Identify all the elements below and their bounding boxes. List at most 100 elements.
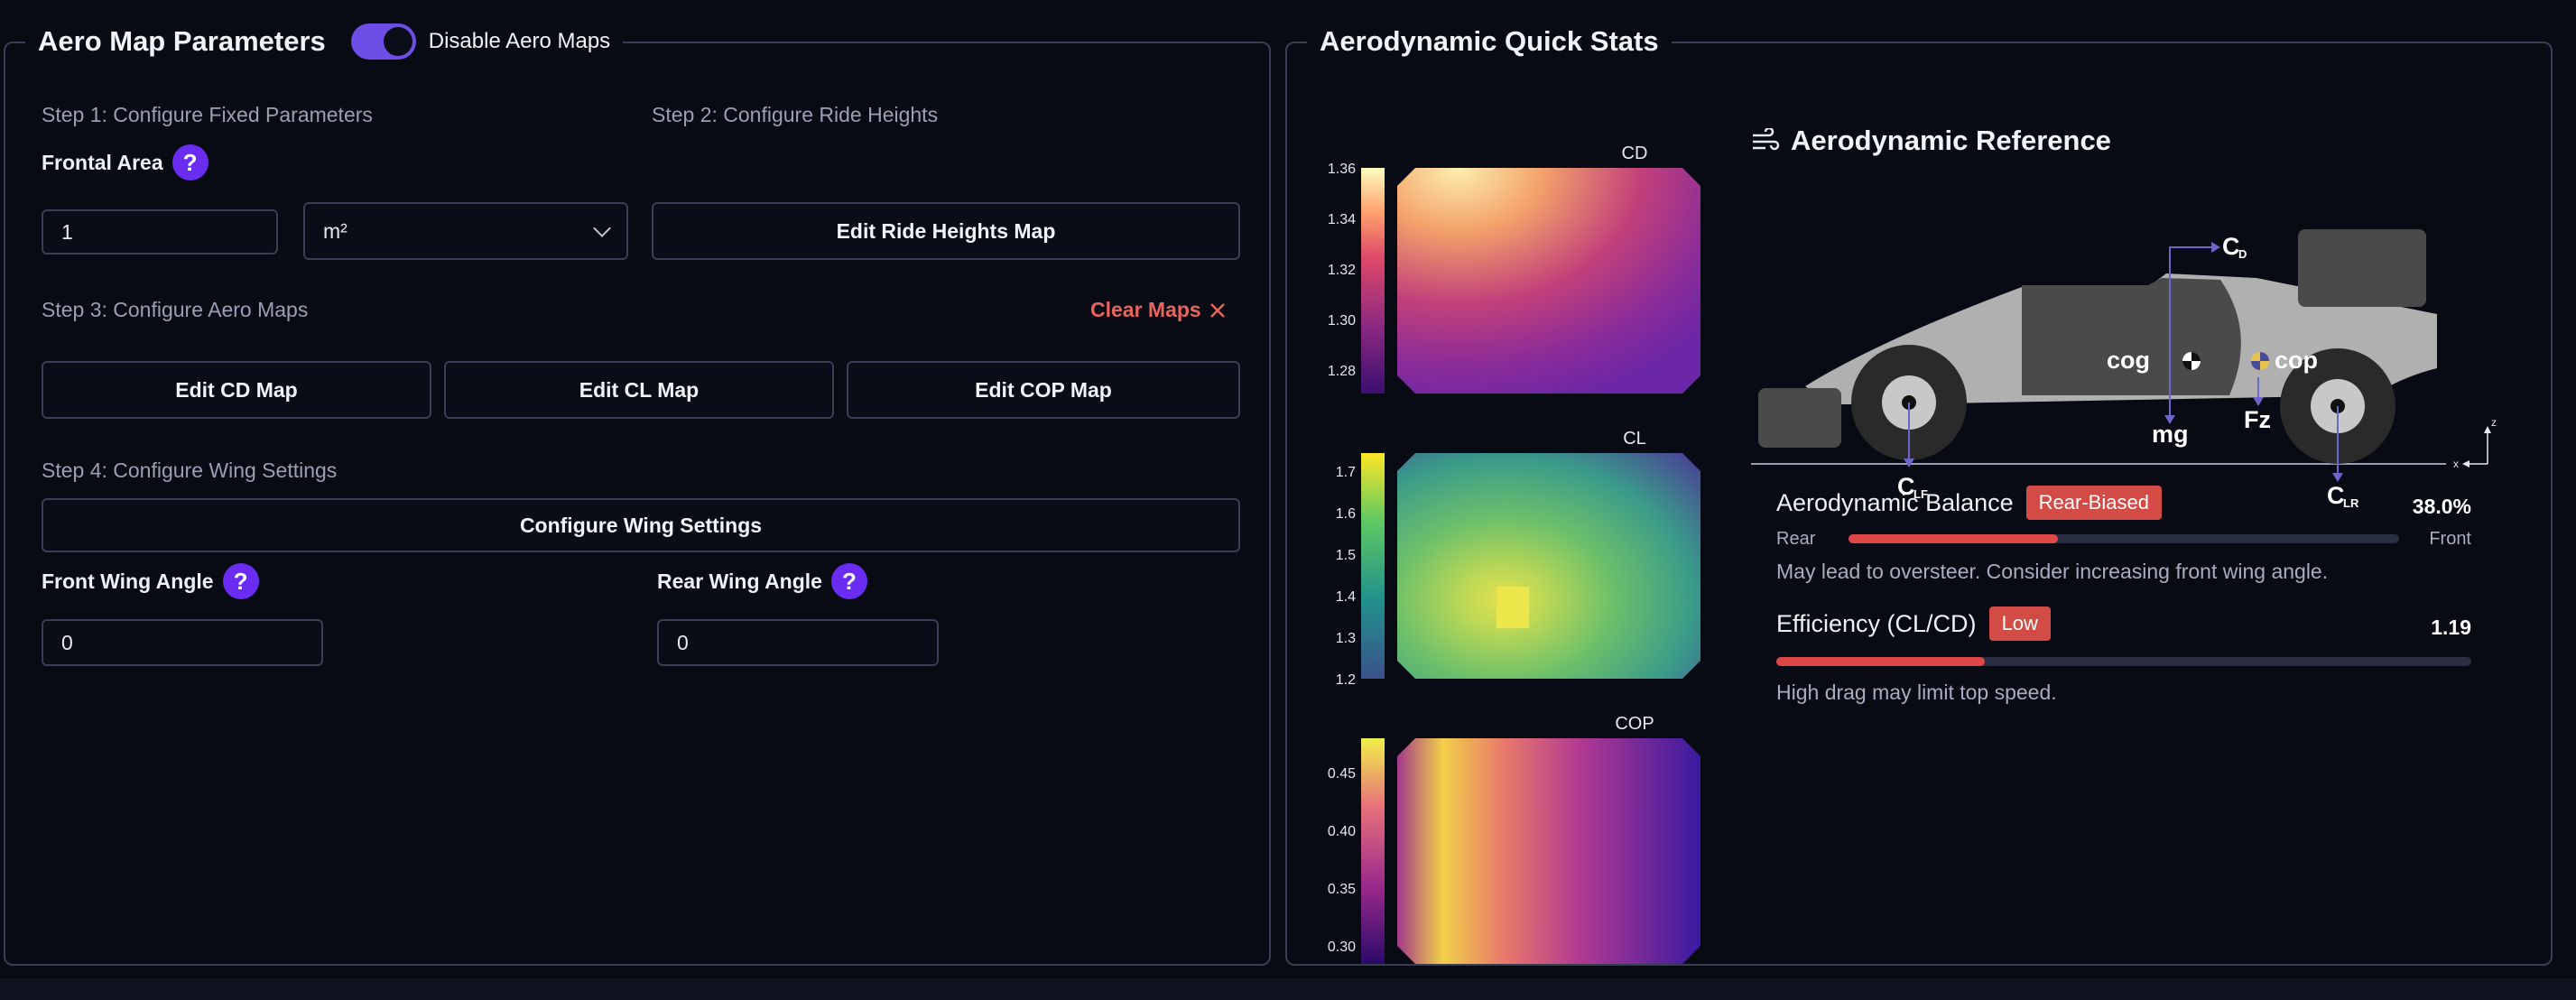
- efficiency-bar: [1776, 657, 2471, 666]
- efficiency-bar-fill: [1776, 657, 1985, 666]
- disable-aero-maps-toggle[interactable]: [350, 23, 416, 60]
- cl-tick: 1.3: [1336, 631, 1356, 646]
- edit-cl-map-button[interactable]: Edit CL Map: [444, 361, 834, 419]
- balance-front-label: Front: [2429, 529, 2471, 549]
- cl-heatmap: [1397, 453, 1700, 679]
- car-cockpit: [2022, 278, 2241, 395]
- frontal-area-label: Frontal Area ?: [42, 144, 208, 181]
- aero-map-parameters-panel: Aero Map Parameters Disable Aero Maps St…: [4, 16, 1271, 966]
- rear-wing-label-text: Rear Wing Angle: [657, 569, 822, 593]
- car-force-diagram: C D cog cop mg Fz C LF C LR x z: [1751, 229, 2497, 510]
- clear-maps-label: Clear Maps: [1090, 298, 1201, 321]
- front-wing-label: Front Wing Angle ?: [42, 563, 259, 599]
- cog-marker-fill: [2182, 352, 2201, 370]
- unit-select[interactable]: m²: [303, 202, 628, 260]
- rear-wing-angle-input[interactable]: 0: [657, 619, 939, 666]
- balance-label: Aerodynamic Balance: [1776, 488, 2014, 516]
- edit-ride-heights-button[interactable]: Edit Ride Heights Map: [652, 202, 1240, 260]
- cl-tick: 1.2: [1336, 672, 1356, 688]
- edit-cop-map-button[interactable]: Edit COP Map: [847, 361, 1240, 419]
- aero-reference-header: Aerodynamic Reference: [1751, 125, 2111, 157]
- close-icon: [1209, 302, 1225, 318]
- balance-badge: Rear-Biased: [2025, 486, 2162, 520]
- aerodynamic-quick-stats-panel: Aerodynamic Quick Stats: [1285, 16, 2553, 966]
- cd-tick: 1.28: [1328, 364, 1356, 379]
- cog-label: cog: [2107, 347, 2150, 374]
- cl-colorbar: [1361, 453, 1385, 679]
- clf-label: C: [1897, 473, 1915, 500]
- cl-peak-cell: [1496, 587, 1529, 628]
- efficiency-note: High drag may limit top speed.: [1776, 681, 2057, 704]
- cd-tick: 1.36: [1328, 162, 1356, 177]
- rear-wing: [2298, 229, 2426, 307]
- panel-header: Aerodynamic Quick Stats: [1307, 16, 1672, 67]
- axis-z-label: z: [2491, 416, 2497, 429]
- clear-maps-button[interactable]: Clear Maps: [1090, 298, 1227, 322]
- cl-tick: 1.6: [1336, 506, 1356, 522]
- clr-label: C: [2327, 482, 2345, 509]
- mg-label: mg: [2152, 421, 2189, 448]
- front-wing-angle-input[interactable]: 0: [42, 619, 323, 666]
- cop-colorbar: [1361, 738, 1385, 964]
- clr-subscript: LR: [2343, 496, 2359, 510]
- configure-wing-settings-button[interactable]: Configure Wing Settings: [42, 498, 1240, 552]
- force-arrows: [1908, 246, 2339, 477]
- bottom-bar: [0, 978, 2576, 1000]
- balance-bar-fill: [1849, 534, 2058, 543]
- fz-label: Fz: [2244, 406, 2271, 433]
- step1-heading: Step 1: Configure Fixed Parameters: [42, 103, 373, 126]
- efficiency-value: 1.19: [2431, 616, 2471, 639]
- frontal-area-input[interactable]: 1: [42, 209, 278, 255]
- cd-map-title: CD: [1622, 144, 1648, 163]
- cd-colorbar: [1361, 168, 1385, 394]
- axis-x-label: x: [2453, 458, 2459, 470]
- step3-heading: Step 3: Configure Aero Maps: [42, 298, 309, 321]
- panel-title: Aerodynamic Quick Stats: [1320, 25, 1659, 57]
- unit-select-value: m²: [323, 218, 347, 243]
- balance-note: May lead to oversteer. Consider increasi…: [1776, 560, 2329, 583]
- front-wing-label-text: Front Wing Angle: [42, 569, 214, 593]
- cd-heatmap: [1397, 168, 1700, 394]
- edit-cd-map-button[interactable]: Edit CD Map: [42, 361, 431, 419]
- cd-tick: 1.30: [1328, 313, 1356, 329]
- cd-force-label: C: [2222, 233, 2240, 260]
- cop-tick: 0.35: [1328, 882, 1356, 897]
- wind-icon: [1753, 128, 1780, 151]
- cd-tick: 1.34: [1328, 212, 1356, 227]
- cd-tick: 1.32: [1328, 263, 1356, 278]
- help-icon[interactable]: ?: [830, 563, 867, 599]
- cop-map-title: COP: [1615, 714, 1654, 734]
- cl-tick: 1.5: [1336, 548, 1356, 563]
- cop-tick: 0.30: [1328, 940, 1356, 955]
- chevron-down-icon: [593, 219, 611, 237]
- balance-stat: Aerodynamic Balance Rear-Biased 38.0% Re…: [1776, 486, 2471, 756]
- cop-label: cop: [2275, 347, 2318, 374]
- balance-title-row: Aerodynamic Balance Rear-Biased: [1776, 486, 2162, 520]
- aero-reference-title: Aerodynamic Reference: [1791, 125, 2111, 156]
- cl-map-title: CL: [1623, 429, 1646, 449]
- panel-header: Aero Map Parameters Disable Aero Maps: [25, 16, 624, 67]
- step4-heading: Step 4: Configure Wing Settings: [42, 458, 338, 482]
- efficiency-label: Efficiency (CL/CD): [1776, 609, 1977, 637]
- panel-title: Aero Map Parameters: [38, 25, 326, 57]
- step2-heading: Step 2: Configure Ride Heights: [652, 103, 939, 126]
- rear-wing-label: Rear Wing Angle ?: [657, 563, 867, 599]
- balance-rear-label: Rear: [1776, 529, 1816, 549]
- cop-marker-fill: [2251, 352, 2269, 370]
- front-wing: [1758, 388, 1841, 448]
- clf-subscript: LF: [1913, 487, 1928, 501]
- efficiency-title-row: Efficiency (CL/CD) Low: [1776, 606, 2051, 641]
- cd-force-subscript: D: [2238, 247, 2247, 261]
- toggle-knob: [383, 27, 412, 56]
- cl-tick: 1.7: [1336, 465, 1356, 480]
- help-icon[interactable]: ?: [171, 144, 208, 181]
- balance-bar: [1849, 534, 2399, 543]
- cop-tick: 0.45: [1328, 766, 1356, 782]
- axis-indicator: [2466, 430, 2488, 465]
- frontal-area-label-text: Frontal Area: [42, 150, 163, 174]
- help-icon[interactable]: ?: [222, 563, 259, 599]
- aero-maps-heatmaps: CD 1.36 1.34 1.32 1.30 1.28 CL 1.7 1.6 1…: [1328, 144, 1700, 964]
- cop-heatmap: [1397, 738, 1700, 964]
- efficiency-stat: Efficiency (CL/CD) Low 1.19 High drag ma…: [1776, 606, 2471, 742]
- cop-tick: 0.40: [1328, 824, 1356, 839]
